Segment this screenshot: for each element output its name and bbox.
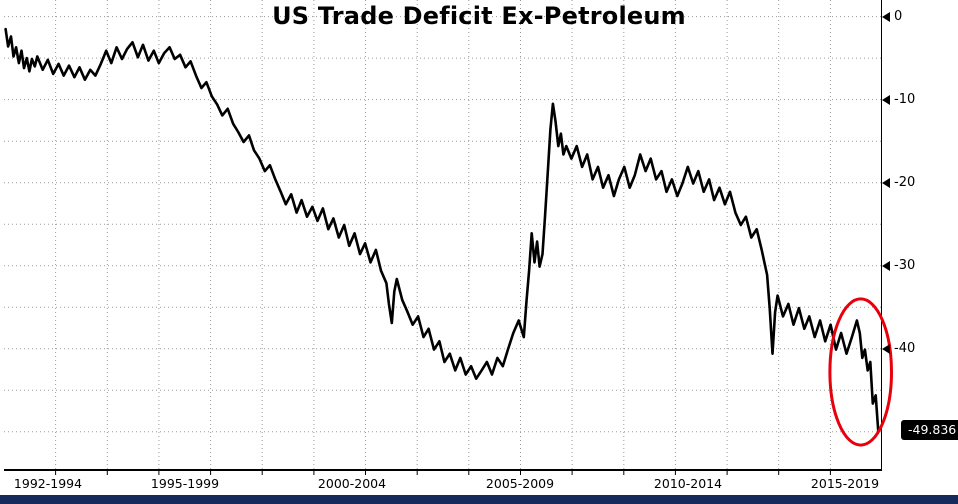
- x-axis-label: 2010-2014: [653, 476, 723, 491]
- y-tick-label: 0: [894, 9, 903, 25]
- x-axis: 1992-1994 1995-1999 2000-2004 2005-2009 2010…: [0, 471, 958, 495]
- y-tick-0: 0: [882, 9, 902, 25]
- y-tick-arrow-icon: [882, 260, 890, 271]
- bottom-bar: [0, 495, 958, 504]
- y-tick-arrow-icon: [882, 177, 890, 188]
- y-tick-arrow-icon: [882, 343, 890, 354]
- x-axis-label: 2005-2009: [485, 476, 555, 491]
- y-tick-arrow-icon: [882, 94, 890, 105]
- x-axis-label: 2015-2019: [810, 476, 880, 491]
- chart-title: US Trade Deficit Ex-Petroleum: [272, 2, 686, 30]
- highlight-ellipse-annotation: [828, 297, 894, 447]
- y-tick-label: -40: [894, 341, 916, 357]
- x-axis-label: 1995-1999: [150, 476, 220, 491]
- x-axis-label: 2000-2004: [317, 476, 387, 491]
- y-tick-label: -20: [894, 175, 916, 191]
- last-value-label: -49.836: [901, 420, 958, 441]
- trade-deficit-line-chart: [4, 0, 894, 475]
- y-tick-label: -30: [894, 258, 916, 274]
- y-tick--30: -30: [882, 258, 915, 274]
- y-tick--20: -20: [882, 175, 915, 191]
- y-tick-arrow-icon: [882, 11, 890, 22]
- deficit-series-line: [4, 27, 880, 432]
- y-tick--10: -10: [882, 92, 915, 108]
- x-axis-label: 1992-1994: [13, 476, 83, 491]
- y-tick-label: -10: [894, 92, 916, 108]
- y-tick--40: -40: [882, 341, 915, 357]
- y-axis: 0 -10 -20 -30 -40: [882, 0, 958, 470]
